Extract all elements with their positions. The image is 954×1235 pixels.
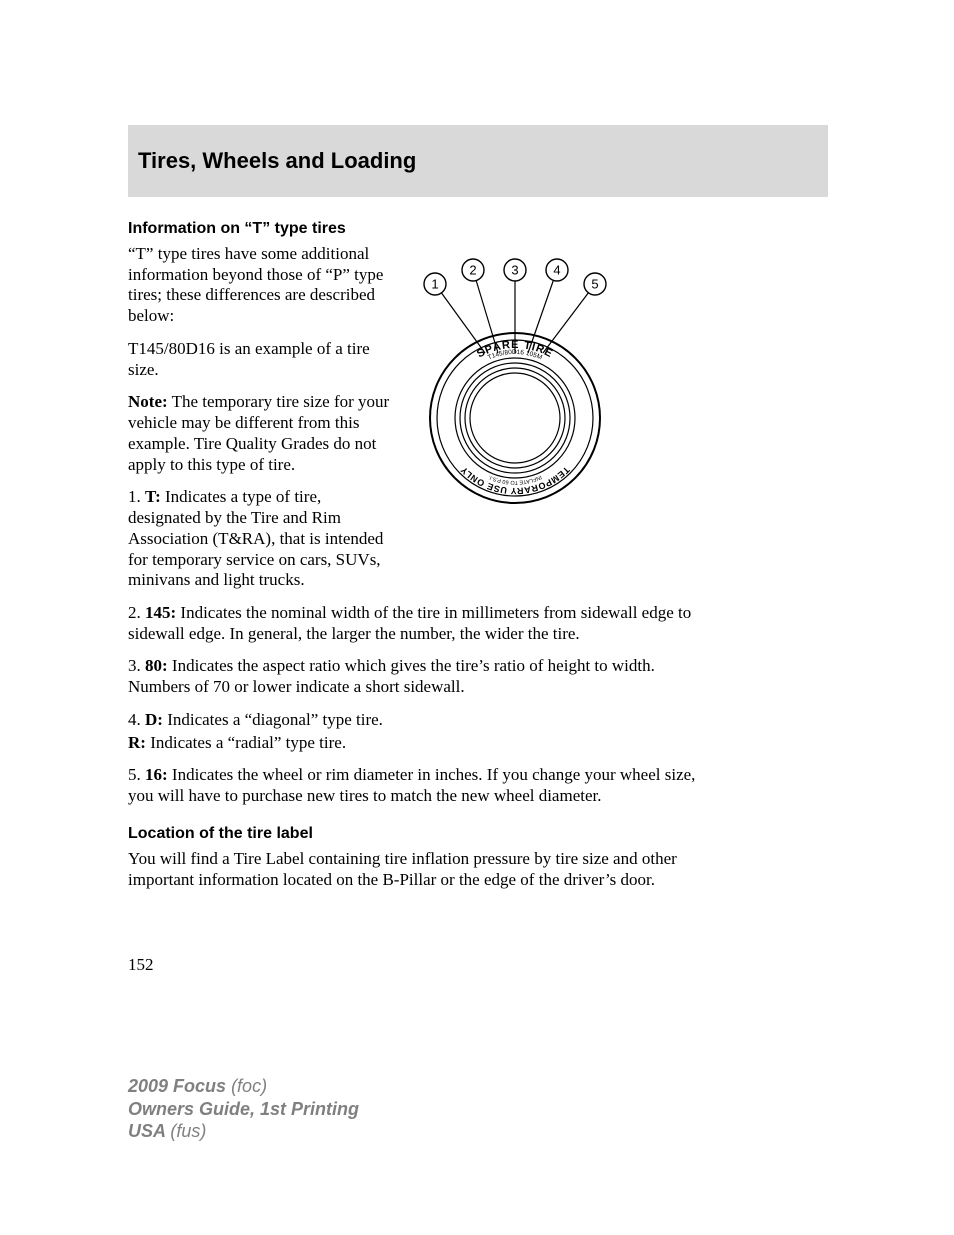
section1-item3: 3. 80: Indicates the aspect ratio which …: [128, 656, 698, 697]
footer-line2: Owners Guide, 1st Printing: [128, 1098, 359, 1121]
item4r-text: Indicates a “radial” type tire.: [146, 733, 346, 752]
callout-1: 1: [431, 277, 438, 292]
section1-item4r: R: Indicates a “radial” type tire.: [128, 733, 698, 754]
item1-bold: T:: [145, 487, 161, 506]
tire-diagram: SPARE TIRE T145/80D16 105M TEMPORARY USE…: [415, 248, 615, 538]
item4-bold: D:: [145, 710, 163, 729]
item3-bold: 80:: [145, 656, 168, 675]
item5-text: Indicates the wheel or rim diameter in i…: [128, 765, 695, 805]
section2-p1: You will find a Tire Label containing ti…: [128, 849, 698, 890]
item3-num: 3.: [128, 656, 145, 675]
item2-text: Indicates the nominal width of the tire …: [128, 603, 691, 643]
section2-heading: Location of the tire label: [128, 825, 698, 843]
section1-heading: Information on “T” type tires: [128, 220, 698, 238]
item1-num: 1.: [128, 487, 145, 506]
item4r-bold: R:: [128, 733, 146, 752]
item5-bold: 16:: [145, 765, 168, 784]
item2-num: 2.: [128, 603, 145, 622]
callout-3: 3: [511, 263, 518, 278]
footer-line3: USA (fus): [128, 1120, 359, 1143]
item3-text: Indicates the aspect ratio which gives t…: [128, 656, 655, 696]
section1-item2: 2. 145: Indicates the nominal width of t…: [128, 603, 698, 644]
callout-5: 5: [591, 277, 598, 292]
item2-bold: 145:: [145, 603, 176, 622]
note-text: The temporary tire size for your vehicle…: [128, 392, 389, 473]
section1-p1: “T” type tires have some additional info…: [128, 244, 398, 327]
header-bar: Tires, Wheels and Loading: [128, 125, 828, 197]
item4-text: Indicates a “diagonal” type tire.: [163, 710, 383, 729]
page-title: Tires, Wheels and Loading: [138, 148, 416, 174]
footer-line1: 2009 Focus (foc): [128, 1075, 359, 1098]
item4-num: 4.: [128, 710, 145, 729]
section1-p2: T145/80D16 is an example of a tire size.: [128, 339, 398, 380]
page-number: 152: [128, 955, 154, 975]
section1-item5: 5. 16: Indicates the wheel or rim diamet…: [128, 765, 698, 806]
section1-item1: 1. T: Indicates a type of tire, designat…: [128, 487, 398, 591]
callout-4: 4: [553, 263, 560, 278]
section1-note: Note: The temporary tire size for your v…: [128, 392, 398, 475]
section1-item4: 4. D: Indicates a “diagonal” type tire.: [128, 710, 698, 731]
note-label: Note:: [128, 392, 168, 411]
item1-text: Indicates a type of tire, designated by …: [128, 487, 383, 589]
item5-num: 5.: [128, 765, 145, 784]
footer: 2009 Focus (foc) Owners Guide, 1st Print…: [128, 1075, 359, 1143]
callout-2: 2: [469, 263, 476, 278]
